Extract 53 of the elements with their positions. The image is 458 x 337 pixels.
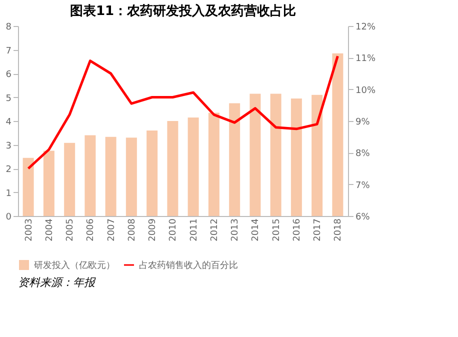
y-tick-label: 4 xyxy=(6,118,12,128)
bar xyxy=(105,136,116,216)
y2-tick-label: 6% xyxy=(356,212,370,222)
legend-label: 占农药销售收入的百分比 xyxy=(139,260,238,271)
bar xyxy=(64,142,76,216)
line-series xyxy=(27,54,339,170)
y2-tick-label: 11% xyxy=(356,54,376,64)
x-tick-label: 2015 xyxy=(272,218,282,242)
y2-tick-label: 10% xyxy=(356,86,376,96)
text: 资料来源：年报 xyxy=(18,276,96,289)
x-tick-label: 2016 xyxy=(292,218,302,242)
bar xyxy=(188,117,199,216)
y-tick-label: 5 xyxy=(6,94,12,104)
x-tick-label: 2007 xyxy=(106,218,117,242)
x-tick-label: 2012 xyxy=(210,218,220,242)
bar xyxy=(332,53,344,216)
x-tick-label: 2013 xyxy=(230,218,241,242)
x-tick-label: 2017 xyxy=(313,218,324,242)
x-tick-label: 2014 xyxy=(251,218,262,242)
bar xyxy=(146,130,158,216)
bar xyxy=(312,94,323,216)
y2-tick-label: 8% xyxy=(356,149,370,160)
x-tick-label: 2004 xyxy=(44,218,55,242)
legend-label: 研发投入（亿欧元） xyxy=(34,260,115,271)
y-tick-label: 2 xyxy=(6,165,12,175)
bar xyxy=(84,135,96,216)
y-tick-label: 6 xyxy=(6,70,12,80)
chart-title: 图表11：农药研发投入及农药营收占比 xyxy=(70,3,296,19)
y2-tick-label: 9% xyxy=(356,118,370,128)
y-tick-label: 8 xyxy=(6,22,12,32)
bar xyxy=(22,158,34,216)
y2-tick-label: 12% xyxy=(356,22,376,32)
y-tick-label: 0 xyxy=(6,212,12,222)
x-tick-label: 2005 xyxy=(66,218,76,242)
x-tick-label: 2008 xyxy=(127,218,138,242)
y-tick-label: 7 xyxy=(6,46,12,56)
x-tick-label: 2009 xyxy=(148,218,158,242)
bar xyxy=(126,138,137,216)
bar xyxy=(290,98,302,216)
x-tick-label: 2018 xyxy=(334,218,344,242)
x-tick-label: 2003 xyxy=(24,218,34,242)
y-tick-label: 3 xyxy=(6,141,12,152)
y-tick-label: 1 xyxy=(6,188,12,199)
bar xyxy=(43,150,54,216)
bar xyxy=(270,94,282,216)
x-tick-label: 2010 xyxy=(168,218,179,242)
bar xyxy=(208,112,220,216)
bar xyxy=(229,103,240,216)
x-tick-label: 2011 xyxy=(189,218,200,242)
x-tick-label: 2006 xyxy=(86,218,96,242)
bar xyxy=(167,121,178,216)
y2-tick-label: 7% xyxy=(356,180,370,191)
bar xyxy=(250,94,261,216)
